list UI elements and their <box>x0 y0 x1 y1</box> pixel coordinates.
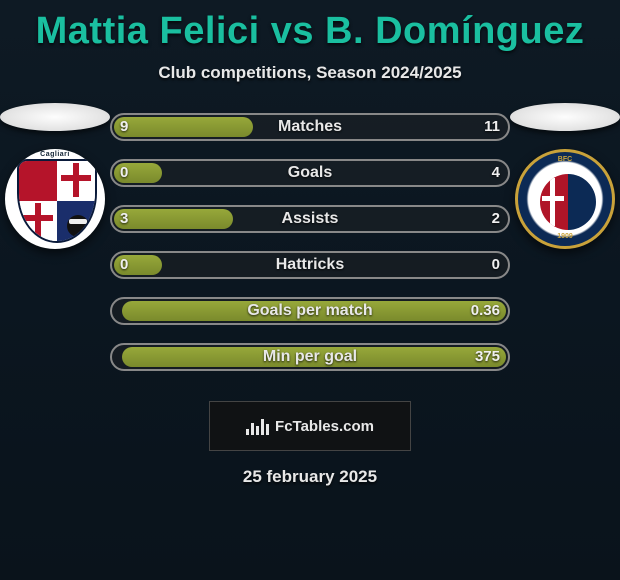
stat-row: Assists32 <box>110 205 510 233</box>
page-subtitle: Club competitions, Season 2024/2025 <box>0 63 620 83</box>
stat-row: Hattricks00 <box>110 251 510 279</box>
player-left-slot: Cagliari <box>0 103 115 249</box>
crest-right-top-label: BFC <box>518 156 612 163</box>
stat-bar-fill <box>114 209 233 229</box>
player-right-slot: BFC 1909 <box>505 103 620 249</box>
crest-right-year: 1909 <box>518 233 612 240</box>
chart-icon <box>246 417 269 435</box>
shield-icon <box>17 159 97 243</box>
stat-bars: Matches911Goals04Assists32Hattricks00Goa… <box>110 113 510 389</box>
stat-bar-fill <box>122 347 506 367</box>
stat-value-right: 0.36 <box>471 297 500 325</box>
comparison-card: Mattia Felici vs B. Domínguez Club compe… <box>0 0 620 580</box>
shield-icon <box>540 174 596 230</box>
stat-value-right: 11 <box>484 113 500 141</box>
player-right-photo-placeholder <box>510 103 620 131</box>
stat-row: Min per goal375 <box>110 343 510 371</box>
stat-bar-track <box>110 343 510 371</box>
stat-bar-track <box>110 205 510 233</box>
stat-row: Goals04 <box>110 159 510 187</box>
stat-value-left: 0 <box>120 159 128 187</box>
stat-bar-track <box>110 113 510 141</box>
footer-text: FcTables.com <box>275 418 374 435</box>
stat-row: Goals per match0.36 <box>110 297 510 325</box>
page-title: Mattia Felici vs B. Domínguez <box>0 0 620 53</box>
club-crest-right: BFC 1909 <box>515 149 615 249</box>
stats-arena: Cagliari BFC <box>0 113 620 393</box>
stat-value-left: 9 <box>120 113 128 141</box>
stat-bar-fill <box>122 301 506 321</box>
stat-row: Matches911 <box>110 113 510 141</box>
stat-bar-fill <box>114 117 253 137</box>
stat-value-right: 0 <box>492 251 500 279</box>
stat-value-right: 375 <box>475 343 500 371</box>
footer-attribution: FcTables.com <box>209 401 411 451</box>
club-crest-left: Cagliari <box>5 149 105 249</box>
crest-left-label: Cagliari <box>5 151 105 158</box>
stat-value-right: 4 <box>492 159 500 187</box>
stat-value-left: 3 <box>120 205 128 233</box>
stat-value-left: 0 <box>120 251 128 279</box>
generation-date: 25 february 2025 <box>0 467 620 487</box>
stat-bar-track <box>110 297 510 325</box>
player-left-photo-placeholder <box>0 103 110 131</box>
stat-value-right: 2 <box>492 205 500 233</box>
stat-bar-track <box>110 251 510 279</box>
stat-bar-track <box>110 159 510 187</box>
